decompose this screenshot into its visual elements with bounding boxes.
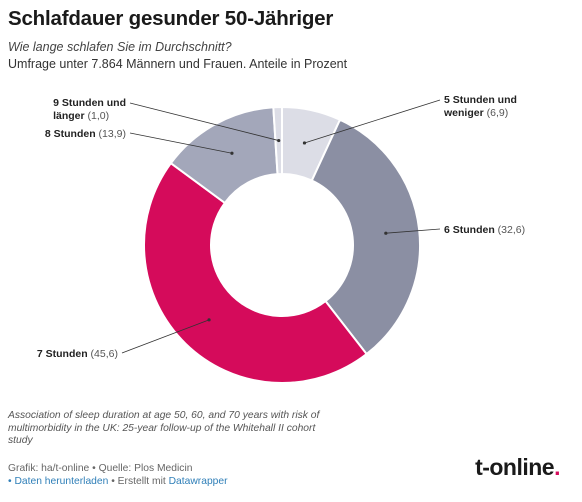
datawrapper-link[interactable]: Datawrapper (168, 476, 228, 487)
slice-label-9-hours-or-more: 9 Stunden und länger (1,0) (53, 97, 126, 122)
leader-dot-5-hours-or-less (302, 141, 307, 145)
leader-line-6-hours (385, 228, 441, 234)
leader-line-8-hours (129, 132, 233, 154)
slice-label-7-hours: 7 Stunden (45,6) (37, 348, 118, 360)
chart-title: Schlafdauer gesunder 50-Jähriger (8, 7, 334, 30)
slice-labels: 5 Stunden und weniger (6,9) 6 Stunden (32,… (37, 94, 525, 360)
leader-line-7-hours (121, 319, 210, 354)
logo-text: t-online (475, 454, 555, 480)
logo-dot: . (554, 454, 560, 480)
leader-line-5-hours-or-less (304, 99, 441, 144)
slice-label-6-hours: 6 Stunden (32,6) (444, 224, 525, 236)
credit-line: Grafik: ha/t-online • Quelle: Plos Medic… (8, 463, 193, 474)
created-with-text: • Erstellt mit (108, 476, 169, 487)
t-online-logo: t-online. (475, 454, 560, 481)
credit-links-line: • Daten herunterladen • Erstellt mit Dat… (8, 475, 228, 488)
leader-line-9-hours-or-more (129, 102, 279, 141)
source-note: Association of sleep duration at age 50,… (8, 410, 320, 447)
download-data-link[interactable]: • Daten herunterladen (8, 476, 109, 487)
donut-chart: 5 Stunden und weniger (6,9) 6 Stunden (32,… (37, 94, 525, 384)
leader-dot-7-hours (207, 318, 211, 322)
slice-label-5-hours-or-less: 5 Stunden und weniger (6,9) (443, 94, 517, 119)
chart-subtitle: Wie lange schlafen Sie im Durchschnitt? (8, 40, 232, 54)
leader-dot-8-hours (230, 151, 234, 155)
slice-7-hours (143, 161, 368, 384)
leader-dot-6-hours (384, 231, 388, 235)
chart-description: Umfrage unter 7.864 Männern und Frauen. … (8, 57, 348, 71)
leader-dot-9-hours-or-more (277, 138, 281, 143)
slice-label-8-hours: 8 Stunden (13,9) (45, 128, 126, 140)
donut-slices (143, 105, 421, 384)
slice-6-hours (310, 118, 421, 356)
credits: Grafik: ha/t-online • Quelle: Plos Medic… (8, 462, 228, 488)
